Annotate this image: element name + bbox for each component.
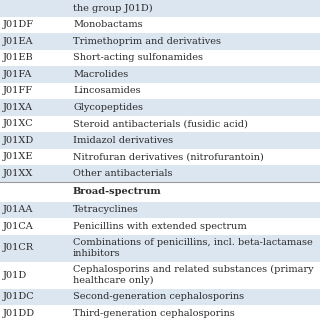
Text: Combinations of penicillins, incl. beta-lactamase
inhibitors: Combinations of penicillins, incl. beta-…: [73, 238, 313, 258]
Text: J01CR: J01CR: [3, 244, 34, 252]
Text: Glycopeptides: Glycopeptides: [73, 103, 143, 112]
Bar: [0, 202, 320, 218]
Text: Lincosamides: Lincosamides: [73, 86, 140, 95]
Text: J01DC: J01DC: [3, 292, 35, 301]
Bar: [0, 165, 320, 181]
Text: J01D: J01D: [3, 270, 27, 279]
Text: J01XE: J01XE: [3, 152, 34, 161]
Bar: [0, 116, 320, 132]
Text: J01AA: J01AA: [3, 205, 33, 214]
Text: J01EA: J01EA: [3, 37, 34, 46]
Bar: [0, 17, 320, 33]
Text: Short-acting sulfonamides: Short-acting sulfonamides: [73, 53, 203, 62]
Bar: [0, 218, 320, 235]
Bar: [0, 181, 320, 202]
Bar: [0, 261, 320, 289]
Text: J01EB: J01EB: [3, 53, 34, 62]
Text: Steroid antibacterials (fusidic acid): Steroid antibacterials (fusidic acid): [73, 119, 248, 128]
Text: Other antibacterials: Other antibacterials: [73, 169, 172, 178]
Text: J01XA: J01XA: [3, 103, 33, 112]
Text: the group J01D): the group J01D): [73, 4, 153, 13]
Text: J01CA: J01CA: [3, 222, 34, 231]
Bar: [0, 289, 320, 305]
Bar: [0, 0, 320, 17]
Bar: [0, 305, 320, 320]
Text: J01FF: J01FF: [3, 86, 33, 95]
Bar: [0, 83, 320, 99]
Text: J01FA: J01FA: [3, 70, 32, 79]
Bar: [0, 50, 320, 66]
Text: J01XX: J01XX: [3, 169, 33, 178]
Text: Trimethoprim and derivatives: Trimethoprim and derivatives: [73, 37, 221, 46]
Bar: [0, 235, 320, 261]
Bar: [0, 33, 320, 50]
Text: J01XC: J01XC: [3, 119, 34, 128]
Text: Macrolides: Macrolides: [73, 70, 128, 79]
Text: Nitrofuran derivatives (nitrofurantoin): Nitrofuran derivatives (nitrofurantoin): [73, 152, 264, 161]
Bar: [0, 99, 320, 116]
Text: Broad-spectrum: Broad-spectrum: [73, 187, 162, 196]
Text: Monobactams: Monobactams: [73, 20, 143, 29]
Bar: [0, 66, 320, 83]
Text: J01DF: J01DF: [3, 20, 34, 29]
Text: Third-generation cephalosporins: Third-generation cephalosporins: [73, 309, 235, 318]
Bar: [0, 132, 320, 148]
Text: Cephalosporins and related substances (primary
healthcare only): Cephalosporins and related substances (p…: [73, 265, 314, 285]
Bar: [0, 148, 320, 165]
Text: Tetracyclines: Tetracyclines: [73, 205, 139, 214]
Text: Imidazol derivatives: Imidazol derivatives: [73, 136, 173, 145]
Text: Penicillins with extended spectrum: Penicillins with extended spectrum: [73, 222, 247, 231]
Text: Second-generation cephalosporins: Second-generation cephalosporins: [73, 292, 244, 301]
Text: J01DD: J01DD: [3, 309, 35, 318]
Text: J01XD: J01XD: [3, 136, 34, 145]
